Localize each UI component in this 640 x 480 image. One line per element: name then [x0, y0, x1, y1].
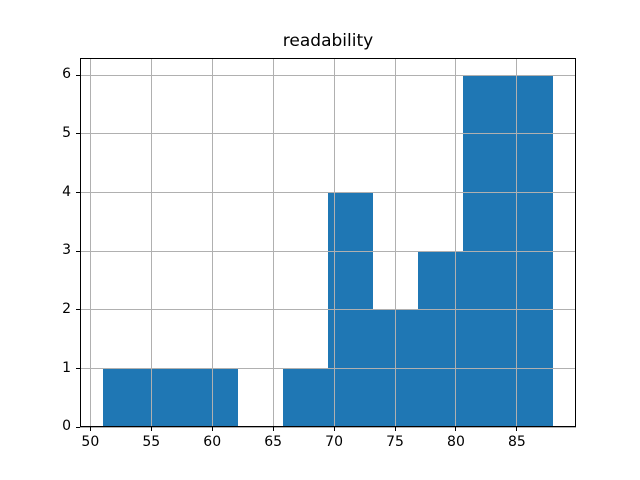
y-tick-mark: [76, 309, 80, 311]
histogram-bar: [192, 368, 238, 428]
y-tick-mark: [76, 74, 80, 76]
x-tick-label: 70: [325, 433, 343, 450]
gridline-vertical: [89, 57, 91, 428]
gridline-horizontal: [80, 309, 576, 311]
x-tick-label: 75: [386, 433, 404, 450]
plot-area: [80, 57, 576, 428]
gridline-vertical: [455, 57, 457, 428]
gridline-horizontal: [80, 133, 576, 135]
gridline-vertical: [394, 57, 396, 428]
y-tick-mark: [76, 426, 80, 428]
x-tick-mark: [89, 427, 91, 432]
y-tick-mark: [76, 192, 80, 194]
gridline-horizontal: [80, 74, 576, 76]
x-tick-mark: [150, 427, 152, 432]
x-tick-label: 55: [142, 433, 161, 450]
y-tick-mark: [76, 250, 80, 252]
gridline-vertical: [516, 57, 518, 428]
x-tick-label: 85: [507, 433, 526, 450]
gridline-horizontal: [80, 192, 576, 194]
x-tick-label: 50: [81, 433, 100, 450]
y-tick-label: 1: [62, 359, 71, 376]
gridline-horizontal: [80, 426, 576, 428]
y-tick-label: 2: [62, 300, 71, 317]
gridline-vertical: [333, 57, 335, 428]
x-tick-mark: [455, 427, 457, 432]
x-tick-label: 60: [203, 433, 222, 450]
gridline-horizontal: [80, 368, 576, 370]
x-tick-mark: [272, 427, 274, 432]
y-tick-label: 5: [62, 124, 71, 141]
histogram-bar: [147, 368, 193, 428]
x-tick-mark: [211, 427, 213, 432]
y-tick-label: 6: [62, 66, 71, 83]
x-tick-label: 65: [264, 433, 283, 450]
chart-title: readability: [282, 31, 374, 51]
gridline-vertical: [150, 57, 152, 428]
y-tick-mark: [76, 368, 80, 370]
y-tick-mark: [76, 133, 80, 135]
gridline-vertical: [272, 57, 274, 428]
x-tick-mark: [394, 427, 396, 432]
histogram-bar: [282, 368, 328, 428]
gridline-horizontal: [80, 250, 576, 252]
histogram-bar: [102, 368, 148, 428]
x-tick-mark: [516, 427, 518, 432]
grid-layer: [80, 57, 576, 428]
x-tick-mark: [333, 427, 335, 432]
y-tick-label: 4: [62, 183, 71, 200]
y-tick-label: 3: [62, 242, 71, 259]
x-tick-label: 80: [447, 433, 465, 450]
gridline-vertical: [211, 57, 213, 428]
y-tick-label: 0: [62, 418, 71, 435]
